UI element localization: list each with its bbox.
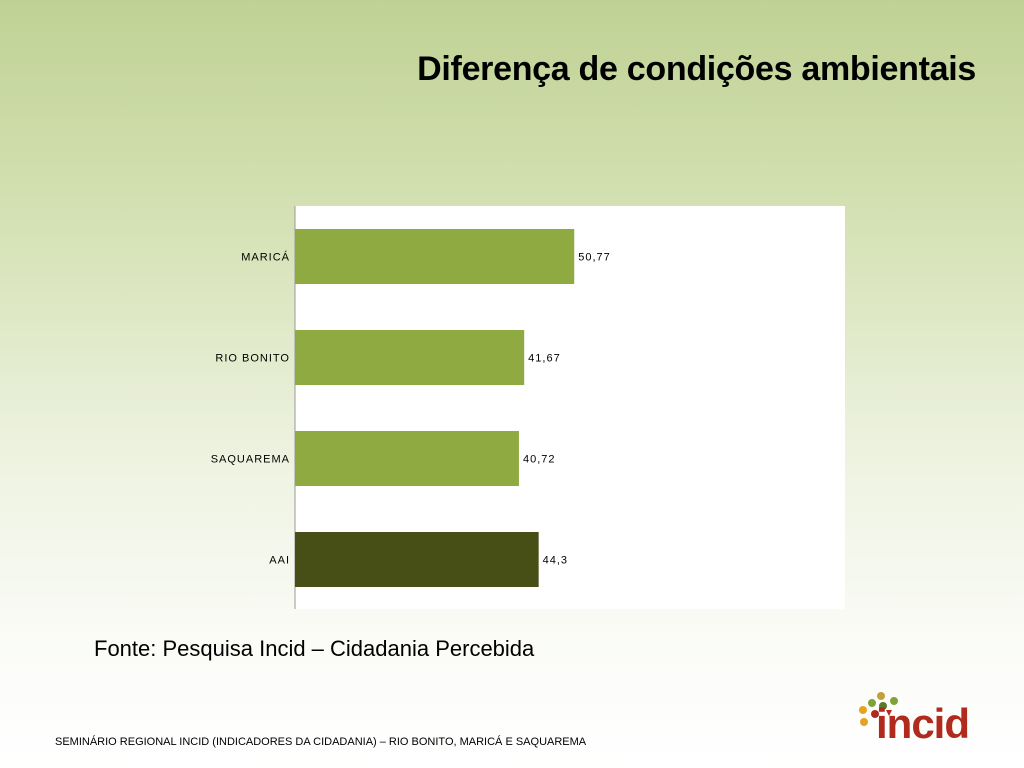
value-label-saquarema: 40,72 (523, 454, 556, 466)
bar-rio-bonito (295, 330, 525, 385)
slide-title: Diferença de condições ambientais (417, 50, 976, 88)
bar-chart: MARICÁ 50,77 RIO BONITO 41,67 SAQUAREMA 40,72… (211, 206, 845, 609)
source-note: Fonte: Pesquisa Incid – Cidadania Perceb… (94, 636, 535, 661)
category-label-marica: MARICÁ (241, 251, 290, 264)
bar-aai (295, 532, 539, 587)
category-label-rio-bonito: RIO BONITO (215, 353, 290, 365)
category-label-aai: AAI (269, 555, 290, 567)
value-label-marica: 50,77 (578, 252, 611, 264)
value-label-rio-bonito: 41,67 (528, 353, 561, 365)
bar-saquarema (295, 431, 519, 486)
footer-text: SEMINÁRIO REGIONAL INCID (INDICADORES DA… (55, 736, 587, 748)
value-label-aai: 44,3 (543, 555, 568, 567)
logo-text: incid (876, 700, 970, 747)
bar-marica (295, 229, 575, 284)
category-label-saquarema: SAQUAREMA (211, 454, 290, 466)
incid-logo-icon (859, 692, 898, 726)
